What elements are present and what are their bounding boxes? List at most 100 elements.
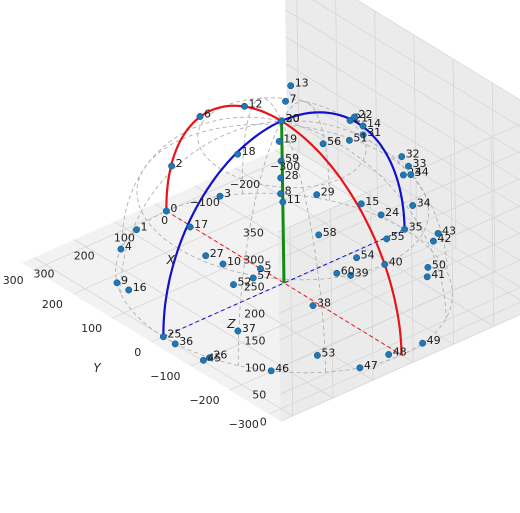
data-point bbox=[377, 211, 385, 219]
data-point-label: 17 bbox=[194, 218, 208, 231]
data-point-label: 4 bbox=[125, 240, 132, 253]
grid-line bbox=[280, 314, 520, 422]
data-point-label: 7 bbox=[290, 92, 297, 105]
data-point bbox=[359, 122, 367, 130]
data-point bbox=[279, 198, 287, 206]
data-point-label: 11 bbox=[287, 193, 301, 206]
data-point bbox=[234, 327, 242, 335]
grid-line bbox=[285, 63, 520, 208]
data-point bbox=[241, 102, 248, 110]
grid-line bbox=[356, 0, 520, 101]
data-point bbox=[230, 281, 237, 289]
z-tick-label: 250 bbox=[244, 280, 265, 293]
data-point bbox=[196, 113, 204, 120]
z-tick-label: 350 bbox=[243, 226, 264, 239]
data-point-label: 47 bbox=[364, 359, 378, 372]
data-point-label: 5 bbox=[265, 260, 272, 273]
data-point bbox=[168, 162, 176, 170]
data-point bbox=[385, 351, 393, 358]
data-point bbox=[383, 235, 391, 243]
data-point-label: 19 bbox=[283, 132, 297, 145]
data-point bbox=[409, 202, 417, 209]
y-tick-label: −200 bbox=[189, 394, 219, 407]
data-point-label: 15 bbox=[365, 195, 379, 208]
data-point bbox=[419, 339, 427, 347]
data-point-label: 33 bbox=[413, 157, 427, 170]
data-point bbox=[117, 245, 125, 253]
data-point bbox=[133, 226, 140, 234]
data-point bbox=[424, 263, 432, 271]
data-point bbox=[398, 153, 406, 161]
y-tick-label: −100 bbox=[150, 370, 180, 383]
data-point bbox=[219, 260, 227, 268]
data-point bbox=[313, 351, 321, 359]
grid-line bbox=[280, 287, 520, 395]
data-point bbox=[359, 131, 367, 139]
data-point-label: 18 bbox=[242, 145, 256, 158]
z-tick-label: 0 bbox=[260, 415, 267, 428]
data-point bbox=[351, 113, 358, 121]
x-axis-label: X bbox=[166, 253, 176, 267]
x-tick-label: −100 bbox=[190, 196, 220, 209]
data-point-label: 30 bbox=[286, 112, 300, 125]
data-point-label: 46 bbox=[275, 362, 289, 375]
guide-lines bbox=[163, 210, 405, 356]
pane-yz bbox=[285, 0, 520, 288]
axis-panes bbox=[22, 0, 520, 422]
data-point-label: 9 bbox=[121, 274, 128, 287]
data-point bbox=[313, 191, 321, 199]
grid-line bbox=[279, 232, 520, 341]
data-point bbox=[277, 157, 285, 165]
data-point-label: 14 bbox=[367, 117, 381, 130]
data-point-label: 6 bbox=[204, 108, 211, 121]
data-point bbox=[405, 162, 412, 170]
data-point-label: 22 bbox=[359, 108, 373, 121]
data-point-label: 52 bbox=[238, 276, 252, 289]
data-point bbox=[216, 192, 224, 200]
data-point bbox=[347, 271, 355, 279]
data-point bbox=[356, 364, 364, 372]
grid-line bbox=[286, 117, 520, 261]
grid-line bbox=[278, 151, 520, 260]
data-point-label: 56 bbox=[327, 135, 341, 148]
data-point bbox=[113, 279, 121, 287]
data-point bbox=[186, 223, 194, 231]
data-point-label: 26 bbox=[213, 349, 227, 362]
data-point-label: 43 bbox=[442, 224, 456, 237]
grid-line bbox=[335, 0, 339, 176]
data-point bbox=[319, 140, 327, 148]
y-axis-label: Y bbox=[93, 361, 102, 375]
data-point bbox=[257, 265, 264, 273]
data-point-label: 59 bbox=[285, 152, 299, 165]
x-tick-label: −300 bbox=[270, 160, 300, 173]
x-tick-label: 0 bbox=[161, 214, 168, 227]
data-point-label: 16 bbox=[133, 281, 147, 294]
data-point bbox=[315, 231, 323, 239]
data-point bbox=[309, 302, 317, 310]
grid-line bbox=[287, 144, 520, 288]
data-point bbox=[353, 254, 361, 262]
data-point-label: 50 bbox=[432, 258, 446, 271]
x-tick-label: −200 bbox=[230, 178, 260, 191]
grid-line bbox=[279, 259, 520, 368]
axis-ticks: −300−200−1000100200300−300−200−100010020… bbox=[3, 160, 301, 431]
data-point-label: 0 bbox=[170, 202, 177, 215]
data-point bbox=[267, 367, 275, 375]
data-point-label: 44 bbox=[415, 166, 429, 179]
data-point-label: 25 bbox=[167, 328, 181, 341]
data-point bbox=[125, 286, 133, 294]
data-point bbox=[159, 333, 167, 341]
data-point-label: 41 bbox=[431, 268, 445, 281]
data-point bbox=[278, 117, 286, 125]
data-point-label: 45 bbox=[207, 351, 221, 364]
data-point bbox=[399, 171, 407, 179]
data-point-label: 28 bbox=[285, 169, 299, 182]
data-point-label: 49 bbox=[427, 334, 441, 347]
grid-line bbox=[285, 36, 520, 181]
data-point-label: 60 bbox=[341, 264, 355, 277]
data-point-label: 37 bbox=[242, 322, 256, 335]
data-point-label: 2 bbox=[176, 157, 183, 170]
z-tick-label: 200 bbox=[244, 307, 265, 320]
z-tick-label: 300 bbox=[243, 253, 264, 266]
y-tick-label: −300 bbox=[229, 418, 259, 431]
